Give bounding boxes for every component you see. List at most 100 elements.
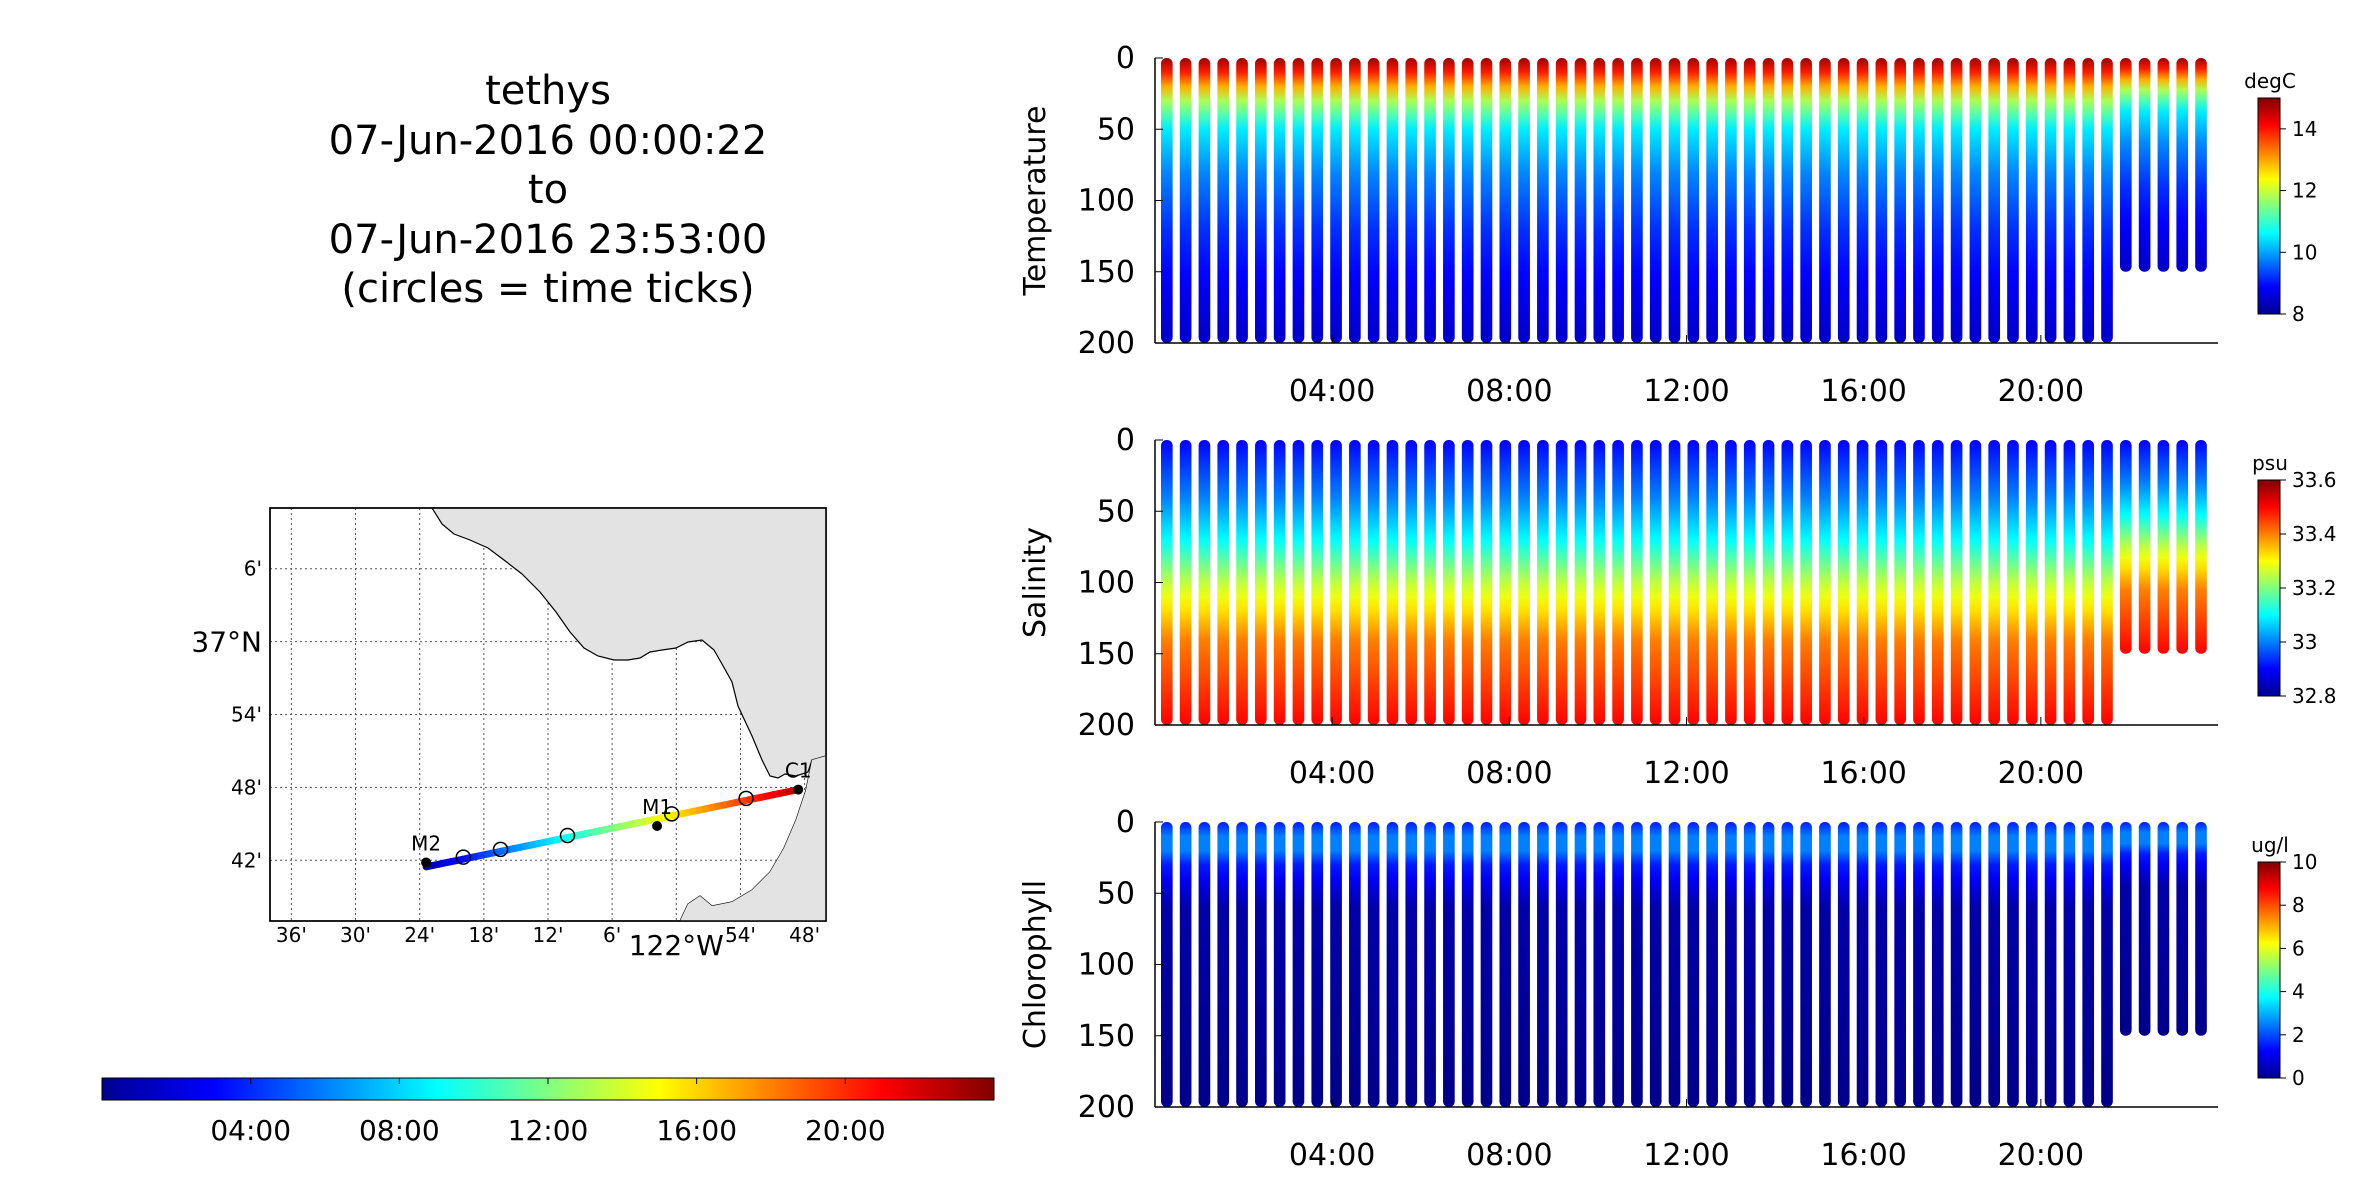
profile-cast (1631, 58, 1643, 343)
profile-cast (2195, 822, 2207, 1036)
colorbar (2257, 479, 2281, 697)
colorbar-tick-label: 10 (2292, 240, 2317, 264)
map-land-south (680, 756, 826, 921)
map-land (430, 507, 827, 779)
profile-cast (2176, 440, 2189, 654)
profile-cast (1443, 58, 1455, 343)
profile-cast (2101, 822, 2113, 1107)
profile-cast (2007, 58, 2019, 343)
profile-cast (2044, 58, 2057, 343)
title-line-5: (circles = time ticks) (341, 266, 754, 312)
profile-cast (1499, 58, 1512, 343)
profile-cast (1161, 58, 1173, 343)
profile-cast (1856, 822, 1869, 1107)
colorbar-tick-label: 2 (2292, 1023, 2305, 1047)
profile-cast (1894, 822, 1906, 1107)
profile-cast (2044, 440, 2057, 725)
map-lon-tick-label: 18' (468, 923, 499, 947)
profile-cast (2063, 440, 2076, 725)
time-tick-circle (738, 790, 754, 807)
profile-cast (1292, 440, 1305, 725)
profile-cast (1574, 58, 1587, 343)
profile-cast (1725, 58, 1737, 343)
station-marker (793, 784, 804, 795)
map-lon-tick-label: 12' (533, 923, 564, 947)
mooring-stations: C1 M1 M2 (411, 759, 812, 868)
profile-cast (2101, 440, 2113, 725)
profile-cast (1913, 58, 1925, 343)
y-axis-label: Chlorophyll (1018, 880, 1053, 1049)
profile-cast (1198, 440, 1211, 725)
profile-cast (1931, 58, 1944, 343)
profile-cast (1424, 440, 1436, 725)
station-label: M2 (411, 831, 441, 855)
colorbar-tick-label: 33.2 (2292, 576, 2337, 600)
x-tick-label: 20:00 (1998, 374, 2084, 409)
profile-cast (1292, 58, 1305, 343)
profile-cast (2082, 58, 2095, 343)
colorbar-tick-label: 32.8 (2292, 684, 2337, 708)
x-tick-label: 12:00 (1643, 756, 1729, 791)
figure-title: tethys 07-Jun-2016 00:00:22 to 07-Jun-20… (329, 68, 768, 312)
profile-cast (1762, 822, 1775, 1107)
profile-cast (1875, 440, 1888, 725)
profile-cast (1687, 58, 1700, 343)
map-lon-tick-label: 6' (603, 923, 621, 947)
profile-cast (1819, 58, 1831, 343)
profile-cast (1668, 58, 1681, 343)
title-line-2: 07-Jun-2016 00:00:22 (329, 118, 768, 164)
profile-cast (2138, 58, 2151, 272)
profile-cast (1687, 440, 1700, 725)
profile-cast (2101, 58, 2113, 343)
profile-cast (1762, 58, 1775, 343)
profile-cast (1292, 822, 1305, 1107)
profile-cast (1518, 822, 1530, 1107)
profile-cast (1687, 822, 1700, 1107)
x-tick-label: 12:00 (1643, 1138, 1729, 1173)
y-tick-label: 100 (1078, 948, 1135, 983)
profile-cast (2025, 440, 2038, 725)
profile-cast (2082, 822, 2095, 1107)
profile-cast (1593, 440, 1606, 725)
profile-cast (1386, 58, 1399, 343)
section-panel-temperature: 0 50 100 150 200 04:00 08:00 12:00 16:00 20:00 Tem… (1018, 41, 2317, 409)
profile-cast (1537, 58, 1549, 343)
station-label: M1 (642, 795, 672, 819)
colorbar-tick-label: 33.6 (2292, 468, 2337, 492)
time-tick-circle (455, 849, 472, 865)
y-tick-label: 50 (1097, 494, 1135, 529)
profile-cast (1800, 440, 1812, 725)
profile-cast (1405, 440, 1418, 725)
profile-cast (1311, 822, 1324, 1107)
map-lon-tick-label: 36' (276, 923, 307, 947)
y-axis-label: Salinity (1018, 527, 1053, 638)
profile-cast (1273, 822, 1286, 1107)
profile-cast (2007, 440, 2019, 725)
profile-cast (1781, 440, 1794, 725)
profile-cast (2176, 822, 2189, 1036)
profile-cast (2138, 822, 2151, 1036)
profile-cast (1367, 58, 1380, 343)
profile-cast (1856, 440, 1869, 725)
profile-cast (1537, 822, 1549, 1107)
colorbar-tick-label: 12 (2292, 179, 2317, 203)
profile-cast (1518, 58, 1530, 343)
profile-cast (1236, 58, 1248, 343)
time-colorbar: 04:00 08:00 12:00 16:00 20:00 (101, 1077, 995, 1147)
profile-cast (1612, 58, 1624, 343)
colorbar-units: degC (2244, 69, 2296, 93)
profile-cast (2195, 58, 2207, 272)
profile-cast (1837, 822, 1850, 1107)
profile-cast (2082, 440, 2095, 725)
profile-cast (1349, 440, 1361, 725)
profile-cast (2044, 822, 2057, 1107)
profile-cast (1612, 440, 1624, 725)
profile-cast (1555, 822, 1568, 1107)
profile-cast (1255, 440, 1267, 725)
y-tick-label: 50 (1097, 876, 1135, 911)
profile-cast (1950, 440, 1963, 725)
x-tick-label: 04:00 (1289, 756, 1375, 791)
map-lat-tick-label: 42' (231, 848, 262, 872)
profile-cast (1969, 58, 1982, 343)
